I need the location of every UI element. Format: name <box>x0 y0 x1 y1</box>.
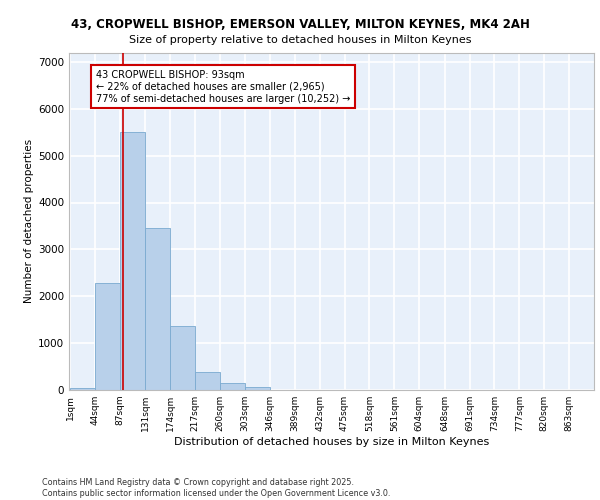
Bar <box>120 132 145 390</box>
Y-axis label: Number of detached properties: Number of detached properties <box>24 139 34 304</box>
Bar <box>170 326 195 390</box>
Bar <box>220 382 245 390</box>
Bar <box>145 228 170 390</box>
Text: 43, CROPWELL BISHOP, EMERSON VALLEY, MILTON KEYNES, MK4 2AH: 43, CROPWELL BISHOP, EMERSON VALLEY, MIL… <box>71 18 529 30</box>
Text: 43 CROPWELL BISHOP: 93sqm
← 22% of detached houses are smaller (2,965)
77% of se: 43 CROPWELL BISHOP: 93sqm ← 22% of detac… <box>96 70 350 104</box>
X-axis label: Distribution of detached houses by size in Milton Keynes: Distribution of detached houses by size … <box>174 437 489 447</box>
Text: Contains HM Land Registry data © Crown copyright and database right 2025.
Contai: Contains HM Land Registry data © Crown c… <box>42 478 391 498</box>
Bar <box>95 283 120 390</box>
Text: Size of property relative to detached houses in Milton Keynes: Size of property relative to detached ho… <box>129 35 471 45</box>
Bar <box>245 386 270 390</box>
Bar <box>195 372 220 390</box>
Bar <box>70 388 95 390</box>
